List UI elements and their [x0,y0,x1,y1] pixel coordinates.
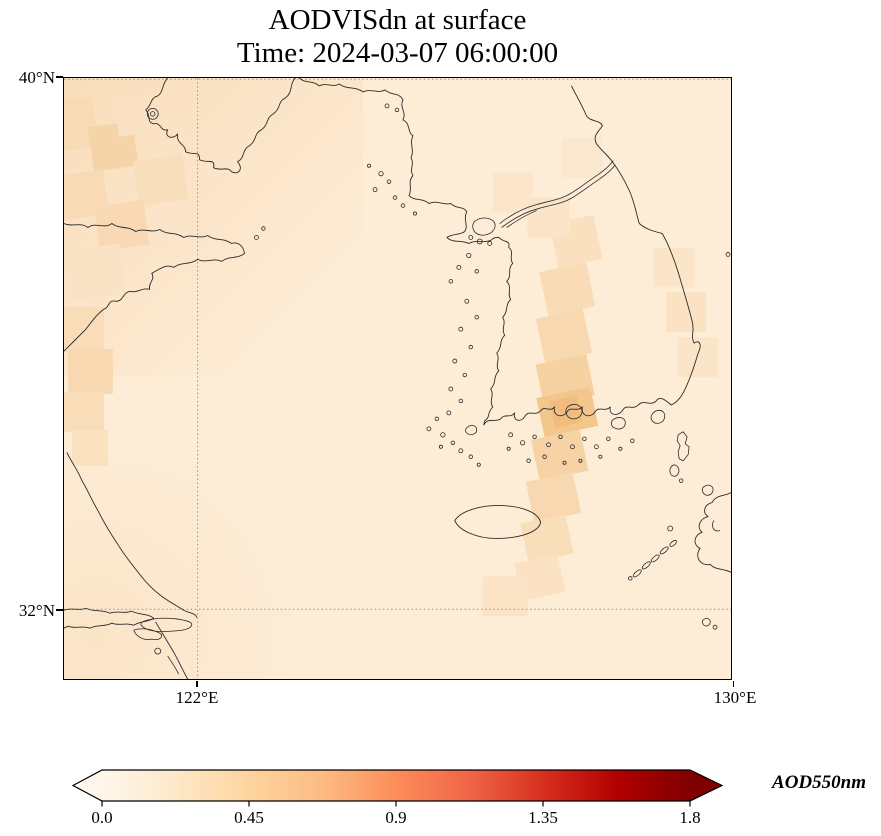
xtick-mark-122E [196,681,198,687]
graticule-gridlines [64,78,731,679]
korea-bay-islets [367,103,417,216]
south-coast-islands [506,432,635,465]
plot-subtitle-time: Time: 2024-03-07 06:00:00 [236,37,559,69]
ytick-mark-32N [56,609,63,611]
ytick-label-32N: 32°N [18,601,55,620]
colorbar-tick-18: 1.8 [679,808,701,827]
colorbar-left-arrow [73,770,102,801]
colorbar [71,769,724,807]
colorbar-tick-09: 0.9 [385,808,407,827]
colorbar-tick-135: 1.35 [528,808,558,827]
map-graphics [64,78,731,679]
west-coast-islands [426,252,481,467]
xtick-mark-130E [733,681,735,687]
colorbar-gradient [102,770,690,801]
colorbar-tick-marks [101,801,691,807]
xtick-label-122E: 122°E [175,688,219,707]
plot-title: AODVISdn at surface [268,4,527,36]
colorbar-tick-045: 0.45 [234,808,264,827]
goto-islands [628,540,677,581]
map-canvas [63,77,732,680]
plot-title-block: AODVISdn at surface Time: 2024-03-07 06:… [63,4,732,70]
colorbar-label: AOD550nm [772,772,866,793]
xtick-label-130E: 130°E [713,688,757,707]
ytick-mark-40N [56,76,63,78]
coastlines [64,78,731,679]
ytick-label-40N: 40°N [18,68,55,87]
colorbar-right-arrow [690,770,722,801]
dmz-border [499,160,616,228]
aod-field-patches [64,78,731,679]
colorbar-tick-0: 0.0 [91,808,113,827]
